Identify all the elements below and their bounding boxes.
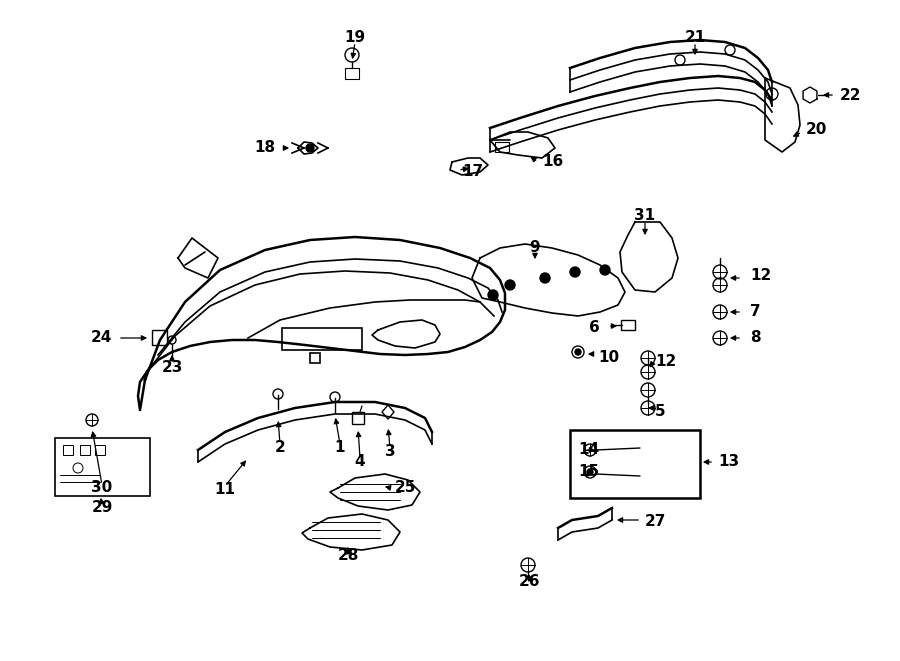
Text: 11: 11 [214, 483, 236, 498]
Text: 30: 30 [92, 481, 112, 496]
Text: 7: 7 [750, 305, 760, 319]
Text: 18: 18 [254, 141, 275, 155]
Text: 4: 4 [355, 455, 365, 469]
Bar [282, 328, 362, 350]
Text: 19: 19 [345, 30, 365, 46]
Bar [621, 320, 635, 330]
Text: 24: 24 [91, 330, 112, 346]
Text: 17: 17 [462, 165, 483, 180]
Bar [310, 353, 320, 363]
Text: 12: 12 [655, 354, 676, 369]
Text: 26: 26 [519, 574, 541, 590]
Text: 29: 29 [91, 500, 112, 516]
Circle shape [306, 144, 314, 152]
Text: 23: 23 [161, 360, 183, 375]
Bar [345, 68, 359, 79]
Text: 9: 9 [530, 241, 540, 256]
Text: 3: 3 [384, 444, 395, 459]
Circle shape [570, 267, 580, 277]
Text: 12: 12 [750, 268, 771, 282]
Bar [55, 438, 150, 496]
Text: 2: 2 [274, 440, 285, 455]
Bar [495, 142, 509, 152]
Bar [152, 330, 167, 345]
Bar [570, 430, 700, 498]
Circle shape [575, 349, 581, 355]
Circle shape [587, 469, 593, 475]
Text: 21: 21 [684, 30, 706, 46]
Text: 25: 25 [395, 481, 417, 496]
Circle shape [505, 280, 515, 290]
Text: 16: 16 [542, 155, 563, 169]
Text: 28: 28 [338, 547, 359, 563]
Text: 31: 31 [634, 208, 655, 223]
Text: 13: 13 [718, 455, 739, 469]
Bar [80, 445, 90, 455]
Polygon shape [803, 87, 817, 103]
Text: 14: 14 [578, 442, 599, 457]
Text: 8: 8 [750, 330, 760, 346]
Text: 5: 5 [655, 405, 666, 420]
Text: 27: 27 [645, 514, 666, 529]
Bar [95, 445, 105, 455]
Circle shape [540, 273, 550, 283]
Text: 1: 1 [335, 440, 346, 455]
Bar [63, 445, 73, 455]
Bar [352, 412, 364, 424]
Text: 22: 22 [840, 87, 861, 102]
Text: 6: 6 [590, 321, 600, 336]
Text: 20: 20 [806, 122, 827, 137]
Circle shape [600, 265, 610, 275]
Circle shape [488, 290, 498, 300]
Text: 10: 10 [598, 350, 619, 366]
Text: 15: 15 [578, 465, 599, 479]
